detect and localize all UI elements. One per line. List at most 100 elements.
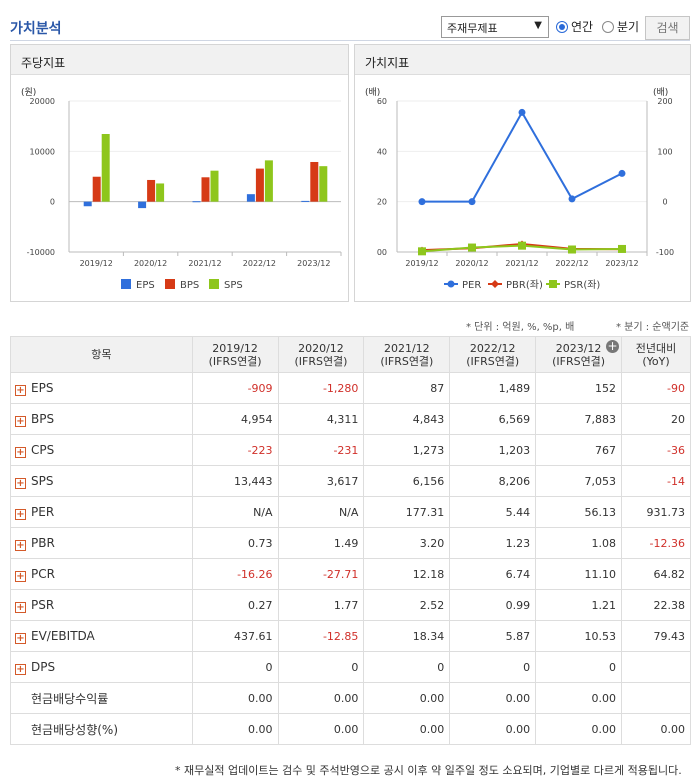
legend-marker xyxy=(447,280,455,288)
expand-plus-icon[interactable]: + xyxy=(15,384,26,396)
basis-label: (IFRS연결) xyxy=(466,354,520,368)
yoy-cell: 22.38 xyxy=(621,589,691,621)
year-header: 2023/12 (IFRS연결) + xyxy=(535,336,623,373)
basis-label: (IFRS연결) xyxy=(294,354,348,368)
expand-plus-icon[interactable]: + xyxy=(15,663,26,675)
year-header: 2021/12 (IFRS연결) xyxy=(363,336,451,373)
expand-plus-icon[interactable]: + xyxy=(15,632,26,644)
value-cell: 0.99 xyxy=(449,589,537,621)
value-cell: 0.00 xyxy=(277,682,365,714)
x-tick-label: 2019/12 xyxy=(80,259,113,268)
data-point xyxy=(568,195,576,203)
row-label: SPS xyxy=(31,473,54,488)
bar-eps xyxy=(301,200,310,202)
yoy-cell: 64.82 xyxy=(621,558,691,590)
row-label: DPS xyxy=(31,659,56,674)
value-cell: 1.08 xyxy=(535,527,623,559)
row-label: PSR xyxy=(31,597,55,612)
year-label: 2020/12 xyxy=(298,341,344,355)
legend-swatch xyxy=(165,279,175,289)
row-label-cell[interactable]: + EPS xyxy=(10,372,193,404)
bar-eps xyxy=(83,201,92,207)
add-column-icon[interactable]: + xyxy=(606,339,620,353)
x-tick-label: 2019/12 xyxy=(405,259,438,268)
row-label-cell[interactable]: + PER xyxy=(10,496,193,528)
bar-sps xyxy=(319,166,328,202)
bar-sps xyxy=(210,170,219,202)
radio-checked-icon xyxy=(556,20,568,33)
value-cell: 1,489 xyxy=(449,372,537,404)
row-label-cell[interactable]: + PBR xyxy=(10,527,193,559)
yoy-cell: 20 xyxy=(621,403,691,435)
table-row: + PER N/A N/A 177.31 5.44 56.13 931.73 xyxy=(10,496,691,528)
y-tick-right: -100 xyxy=(656,248,674,257)
value-cell: 152 xyxy=(535,372,623,404)
data-point xyxy=(418,247,426,256)
x-tick-label: 2021/12 xyxy=(188,259,221,268)
value-cell: 0.00 xyxy=(363,682,451,714)
statement-type-select[interactable]: 주재무제표 ▼ xyxy=(441,16,549,38)
expand-plus-icon[interactable]: + xyxy=(15,539,26,551)
value-cell: 56.13 xyxy=(535,496,623,528)
bar-sps xyxy=(101,134,110,202)
bar-bps xyxy=(255,168,264,202)
legend-label: EPS xyxy=(136,280,155,291)
value-cell: -231 xyxy=(277,434,365,466)
yoy-cell xyxy=(621,682,691,714)
data-point xyxy=(468,198,476,206)
x-tick-label: 2023/12 xyxy=(297,259,330,268)
y-tick-left: 20 xyxy=(377,198,387,207)
row-label: PER xyxy=(31,504,55,519)
expand-plus-icon[interactable]: + xyxy=(15,508,26,520)
search-button[interactable]: 검색 xyxy=(645,16,690,40)
row-label-cell[interactable]: + SPS xyxy=(10,465,193,497)
row-label: EV/EBITDA xyxy=(31,628,95,643)
bar-sps xyxy=(264,160,273,202)
y-tick-left: 40 xyxy=(377,147,387,156)
item-header: 항목 xyxy=(10,336,193,373)
y-tick-label: 20000 xyxy=(30,97,55,106)
y-tick-right: 0 xyxy=(662,198,667,207)
expand-plus-icon[interactable]: + xyxy=(15,446,26,458)
x-tick-label: 2020/12 xyxy=(455,259,488,268)
legend-marker xyxy=(491,280,499,288)
row-label-cell[interactable]: + BPS xyxy=(10,403,193,435)
expand-plus-icon[interactable]: + xyxy=(15,570,26,582)
expand-plus-icon[interactable]: + xyxy=(15,601,26,613)
value-cell: -1,280 xyxy=(277,372,365,404)
legend-marker xyxy=(549,280,557,288)
row-label-cell[interactable]: + DPS xyxy=(10,651,193,683)
y-tick-left: 00 xyxy=(377,248,387,257)
table-row: + PCR -16.26 -27.71 12.18 6.74 11.10 64.82 xyxy=(10,558,691,590)
row-label-cell[interactable]: + PCR xyxy=(10,558,193,590)
value-cell: 1.21 xyxy=(535,589,623,621)
yoy-cell xyxy=(621,651,691,683)
value-cell: 6.74 xyxy=(449,558,537,590)
row-label-cell[interactable]: + CPS xyxy=(10,434,193,466)
table-row: 현금배당수익률 0.00 0.00 0.00 0.00 0.00 xyxy=(10,682,691,714)
value-cell: -12.85 xyxy=(277,620,365,652)
row-label: BPS xyxy=(31,411,55,426)
x-tick-label: 2020/12 xyxy=(134,259,167,268)
value-cell: 767 xyxy=(535,434,623,466)
basis-label: (IFRS연결) xyxy=(552,354,606,368)
radio-annual-label: 연간 xyxy=(571,20,594,34)
yoy-cell: -90 xyxy=(621,372,691,404)
value-cell: 1,273 xyxy=(363,434,451,466)
value-cell: 437.61 xyxy=(191,620,279,652)
value-cell: 1.49 xyxy=(277,527,365,559)
quarter-note: * 분기 : 순액기준 xyxy=(616,322,690,333)
bar-bps xyxy=(92,176,101,202)
row-label-cell[interactable]: + EV/EBITDA xyxy=(10,620,193,652)
radio-quarter[interactable]: 분기 xyxy=(602,18,639,35)
radio-annual[interactable]: 연간 xyxy=(556,18,593,35)
expand-plus-icon[interactable]: + xyxy=(15,477,26,489)
expand-plus-icon[interactable]: + xyxy=(15,415,26,427)
value-cell: 7,883 xyxy=(535,403,623,435)
basis-label: (IFRS연결) xyxy=(208,354,262,368)
row-label-cell[interactable]: + PSR xyxy=(10,589,193,621)
legend-label: SPS xyxy=(224,280,243,291)
table-row: + EPS -909 -1,280 87 1,489 152 -90 xyxy=(10,372,691,404)
value-cell: -16.26 xyxy=(191,558,279,590)
value-cell: 3.20 xyxy=(363,527,451,559)
